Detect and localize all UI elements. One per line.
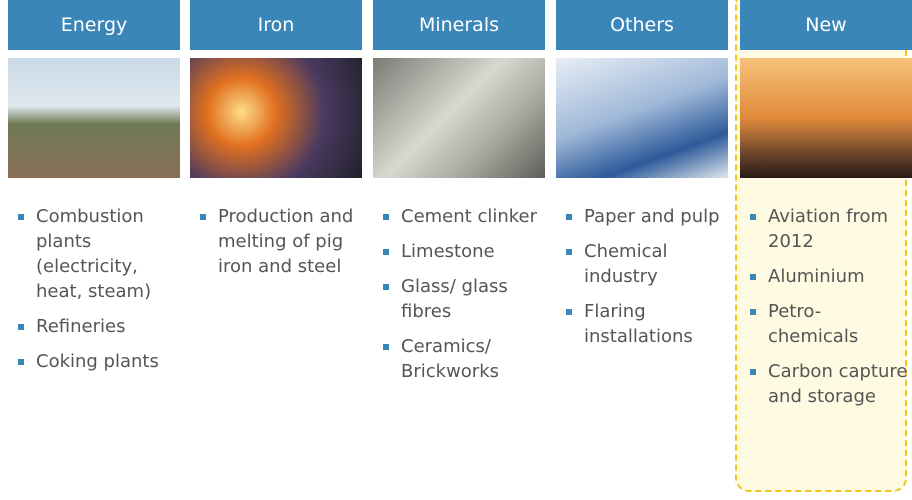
bullet-item: Chemical industry: [584, 239, 726, 289]
column-photo: [740, 58, 912, 178]
column-header: Energy: [8, 0, 180, 50]
bullet-list: Production and melting of pig iron and s…: [190, 204, 362, 279]
page: Energy Combustion plants (electricity, he…: [0, 0, 912, 500]
column-photo: [190, 58, 362, 178]
column: New Aviation from 2012 Aluminium Petro-chem…: [740, 0, 912, 419]
bullet-list: Aviation from 2012 Aluminium Petro-chemica…: [740, 204, 912, 409]
column-header: Others: [556, 0, 728, 50]
bullet-list: Cement clinker Limestone Glass/ glass fibr…: [373, 204, 545, 384]
column-header: New: [740, 0, 912, 50]
column: Iron Production and melting of pig iron a…: [190, 0, 362, 289]
column-photo: [373, 58, 545, 178]
column-photo: [556, 58, 728, 178]
bullet-list: Paper and pulp Chemical industry Flaring i…: [556, 204, 728, 349]
column-header: Minerals: [373, 0, 545, 50]
bullet-item: Petro-chemicals: [768, 299, 910, 349]
bullet-item: Coking plants: [36, 349, 178, 374]
column-photo: [8, 58, 180, 178]
bullet-item: Refineries: [36, 314, 178, 339]
bullet-item: Cement clinker: [401, 204, 543, 229]
bullet-item: Limestone: [401, 239, 543, 264]
bullet-item: Combustion plants (electricity, heat, st…: [36, 204, 178, 304]
bullet-item: Ceramics/ Brickworks: [401, 334, 543, 384]
bullet-item: Glass/ glass fibres: [401, 274, 543, 324]
bullet-item: Production and melting of pig iron and s…: [218, 204, 360, 279]
bullet-item: Aluminium: [768, 264, 910, 289]
bullet-item: Flaring installations: [584, 299, 726, 349]
column: Energy Combustion plants (electricity, he…: [8, 0, 180, 384]
column: Minerals Cement clinker Limestone Glass/ gl…: [373, 0, 545, 394]
column: Others Paper and pulp Chemical industry Fla…: [556, 0, 728, 359]
bullet-item: Aviation from 2012: [768, 204, 910, 254]
bullet-list: Combustion plants (electricity, heat, st…: [8, 204, 180, 374]
bullet-item: Paper and pulp: [584, 204, 726, 229]
bullet-item: Carbon capture and storage: [768, 359, 910, 409]
column-header: Iron: [190, 0, 362, 50]
